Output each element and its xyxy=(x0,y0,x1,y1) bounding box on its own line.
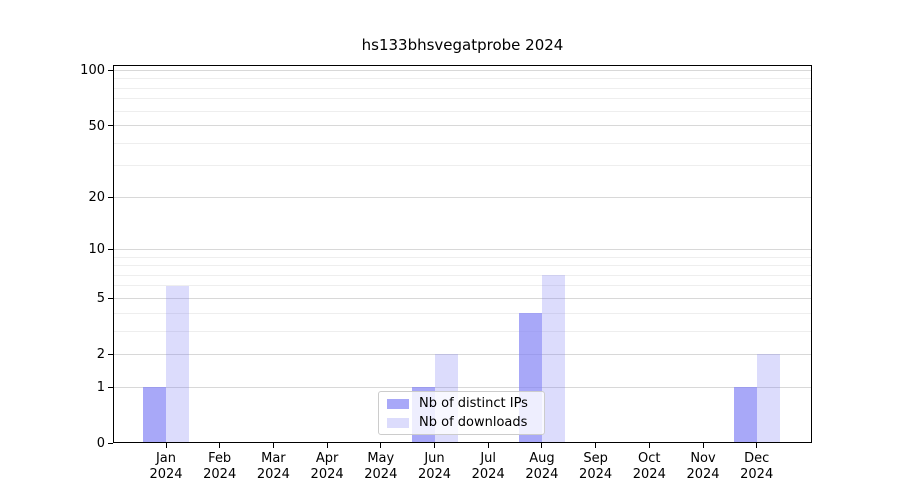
bar-nb-of-downloads-dec xyxy=(756,354,780,443)
gridline-minor xyxy=(113,285,812,286)
gridline-major xyxy=(113,354,812,355)
x-tick-mark xyxy=(273,443,274,448)
legend-item-distinct-ips: Nb of distinct IPs xyxy=(387,395,536,412)
x-tick-label: Jan 2024 xyxy=(149,451,183,482)
x-tick-label: Jun 2024 xyxy=(417,451,452,482)
y-tick-mark xyxy=(108,387,113,388)
x-tick-label: Aug 2024 xyxy=(525,451,559,482)
x-tick-mark xyxy=(488,443,489,448)
gridline-major xyxy=(113,197,812,198)
gridline-minor xyxy=(113,111,812,112)
x-tick-mark xyxy=(649,443,650,448)
x-tick-label: Sep 2024 xyxy=(579,451,613,482)
gridline-major xyxy=(113,70,812,71)
x-tick-mark xyxy=(541,443,542,448)
x-tick-mark xyxy=(703,443,704,448)
x-tick-label: Oct 2024 xyxy=(632,451,666,482)
legend-label-downloads: Nb of downloads xyxy=(419,415,528,430)
gridline-major xyxy=(113,298,812,299)
x-tick-label: May 2024 xyxy=(364,451,398,482)
y-tick-mark xyxy=(108,70,113,71)
y-tick-label: 5 xyxy=(96,291,105,307)
x-tick-mark xyxy=(327,443,328,448)
y-tick-mark xyxy=(108,197,113,198)
gridline-minor xyxy=(113,165,812,166)
x-tick-mark xyxy=(380,443,381,448)
gridline-minor xyxy=(113,78,812,79)
legend-item-downloads: Nb of downloads xyxy=(387,414,536,431)
x-tick-mark xyxy=(756,443,757,448)
x-tick-mark xyxy=(595,443,596,448)
bar-nb-of-downloads-aug xyxy=(541,275,565,443)
legend-label-distinct-ips: Nb of distinct IPs xyxy=(419,396,528,411)
legend: Nb of distinct IPs Nb of downloads xyxy=(378,391,545,435)
x-tick-mark xyxy=(166,443,167,448)
x-tick-label: Jul 2024 xyxy=(471,451,505,482)
x-tick-mark xyxy=(434,443,435,448)
plot-area: Nb of distinct IPs Nb of downloads xyxy=(108,65,812,448)
gridline-minor xyxy=(113,88,812,89)
y-tick-label: 0 xyxy=(96,436,105,451)
chart-title: hs133bhsvegatprobe 2024 xyxy=(361,36,564,54)
y-tick-mark xyxy=(108,249,113,250)
legend-swatch-downloads xyxy=(387,417,409,428)
y-tick-label: 100 xyxy=(80,63,105,79)
gridline-minor xyxy=(113,313,812,314)
x-tick-label: Apr 2024 xyxy=(310,451,344,482)
y-tick-mark xyxy=(108,443,113,444)
x-tick-label: Mar 2024 xyxy=(256,451,290,482)
y-tick-label: 10 xyxy=(88,242,105,258)
bar-nb-of-downloads-jan xyxy=(166,285,189,443)
y-tick-label: 2 xyxy=(96,347,105,363)
gridline-minor xyxy=(113,143,812,144)
gridline-minor xyxy=(113,331,812,332)
y-tick-mark xyxy=(108,125,113,126)
y-tick-label: 20 xyxy=(88,190,105,206)
gridline-minor xyxy=(113,265,812,266)
y-tick-label: 1 xyxy=(96,380,105,396)
gridline-minor xyxy=(113,275,812,276)
gridline-major xyxy=(113,387,812,388)
x-tick-label: Dec 2024 xyxy=(740,451,774,482)
y-tick-mark xyxy=(108,298,113,299)
y-tick-label: 50 xyxy=(88,118,105,134)
x-tick-label: Nov 2024 xyxy=(686,451,720,482)
x-tick-label: Feb 2024 xyxy=(203,451,237,482)
bar-nb-of-distinct-ips-dec xyxy=(733,387,757,443)
gridline-minor xyxy=(113,98,812,99)
x-tick-mark xyxy=(219,443,220,448)
bar-nb-of-distinct-ips-jan xyxy=(143,387,166,443)
gridline-major xyxy=(113,125,812,126)
gridline-major xyxy=(113,249,812,250)
legend-swatch-distinct-ips xyxy=(387,398,409,409)
y-tick-mark xyxy=(108,354,113,355)
gridline-minor xyxy=(113,257,812,258)
